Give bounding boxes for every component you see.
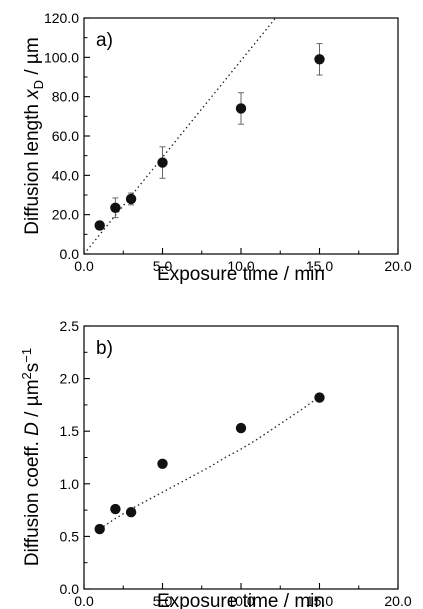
x-tick-label: 0.0 — [74, 593, 94, 609]
y-axis-label: Diffusion length xD / µm — [22, 37, 46, 234]
panel-label: a) — [96, 30, 113, 51]
x-tick-label: 10.0 — [227, 593, 254, 609]
y-tick-label: 0.0 — [60, 581, 80, 597]
y-tick-label: 0.5 — [60, 528, 80, 544]
plot-frame — [83, 17, 399, 255]
y-tick-label: 100.0 — [44, 49, 79, 65]
data-point — [94, 220, 105, 231]
x-tick-label: 15.0 — [306, 258, 333, 274]
chart-panel-a: 0.0 5.0 10.0 15.0 20.0 0.0 20.0 40.0 60.0 80.0 100… — [22, 10, 412, 285]
y-tick-label: 80.0 — [52, 89, 79, 105]
data-point — [314, 54, 325, 65]
plot-frame — [83, 325, 399, 590]
y-tick-label: 60.0 — [52, 128, 79, 144]
x-tick-label: 10.0 — [227, 258, 254, 274]
data-point — [125, 193, 137, 205]
data-point — [110, 202, 121, 213]
fit-line — [99, 395, 320, 530]
data-point — [110, 503, 121, 515]
x-tick-label: 20.0 — [384, 593, 411, 609]
x-tick-label: 5.0 — [153, 258, 173, 274]
data-point — [94, 523, 105, 535]
data-point — [157, 157, 168, 168]
panel-label: b) — [96, 338, 113, 359]
x-tick-label: 5.0 — [153, 593, 173, 609]
y-axis-label: Diffusion coeff. D / µm2s−1 — [19, 348, 43, 566]
x-tick-label: 15.0 — [306, 593, 333, 609]
y-tick-label: 2.5 — [60, 318, 80, 334]
y-tick-label: 1.5 — [60, 423, 80, 439]
x-tick-label: 20.0 — [384, 258, 411, 274]
y-tick-label: 2.0 — [60, 371, 80, 387]
x-axis-label: Exposure time / min — [157, 264, 325, 285]
y-tick-label: 40.0 — [52, 167, 79, 183]
x-axis-label: Exposure time / min — [157, 591, 325, 609]
data-point — [314, 392, 325, 403]
y-tick-label: 20.0 — [52, 207, 79, 223]
data-point — [235, 103, 247, 114]
y-tick-label: 1.0 — [60, 476, 80, 492]
data-point — [157, 458, 168, 470]
data-point — [125, 507, 137, 518]
y-tick-label: 0.0 — [60, 246, 80, 262]
y-tick-label: 120.0 — [44, 10, 79, 26]
fit-line — [84, 18, 277, 254]
data-point — [235, 422, 247, 434]
chart-panel-b: 0.0 5.0 10.0 15.0 20.0 0.0 0.5 1.0 1.5 2.0 2.5 Expo… — [19, 318, 412, 609]
x-tick-label: 0.0 — [74, 258, 94, 274]
